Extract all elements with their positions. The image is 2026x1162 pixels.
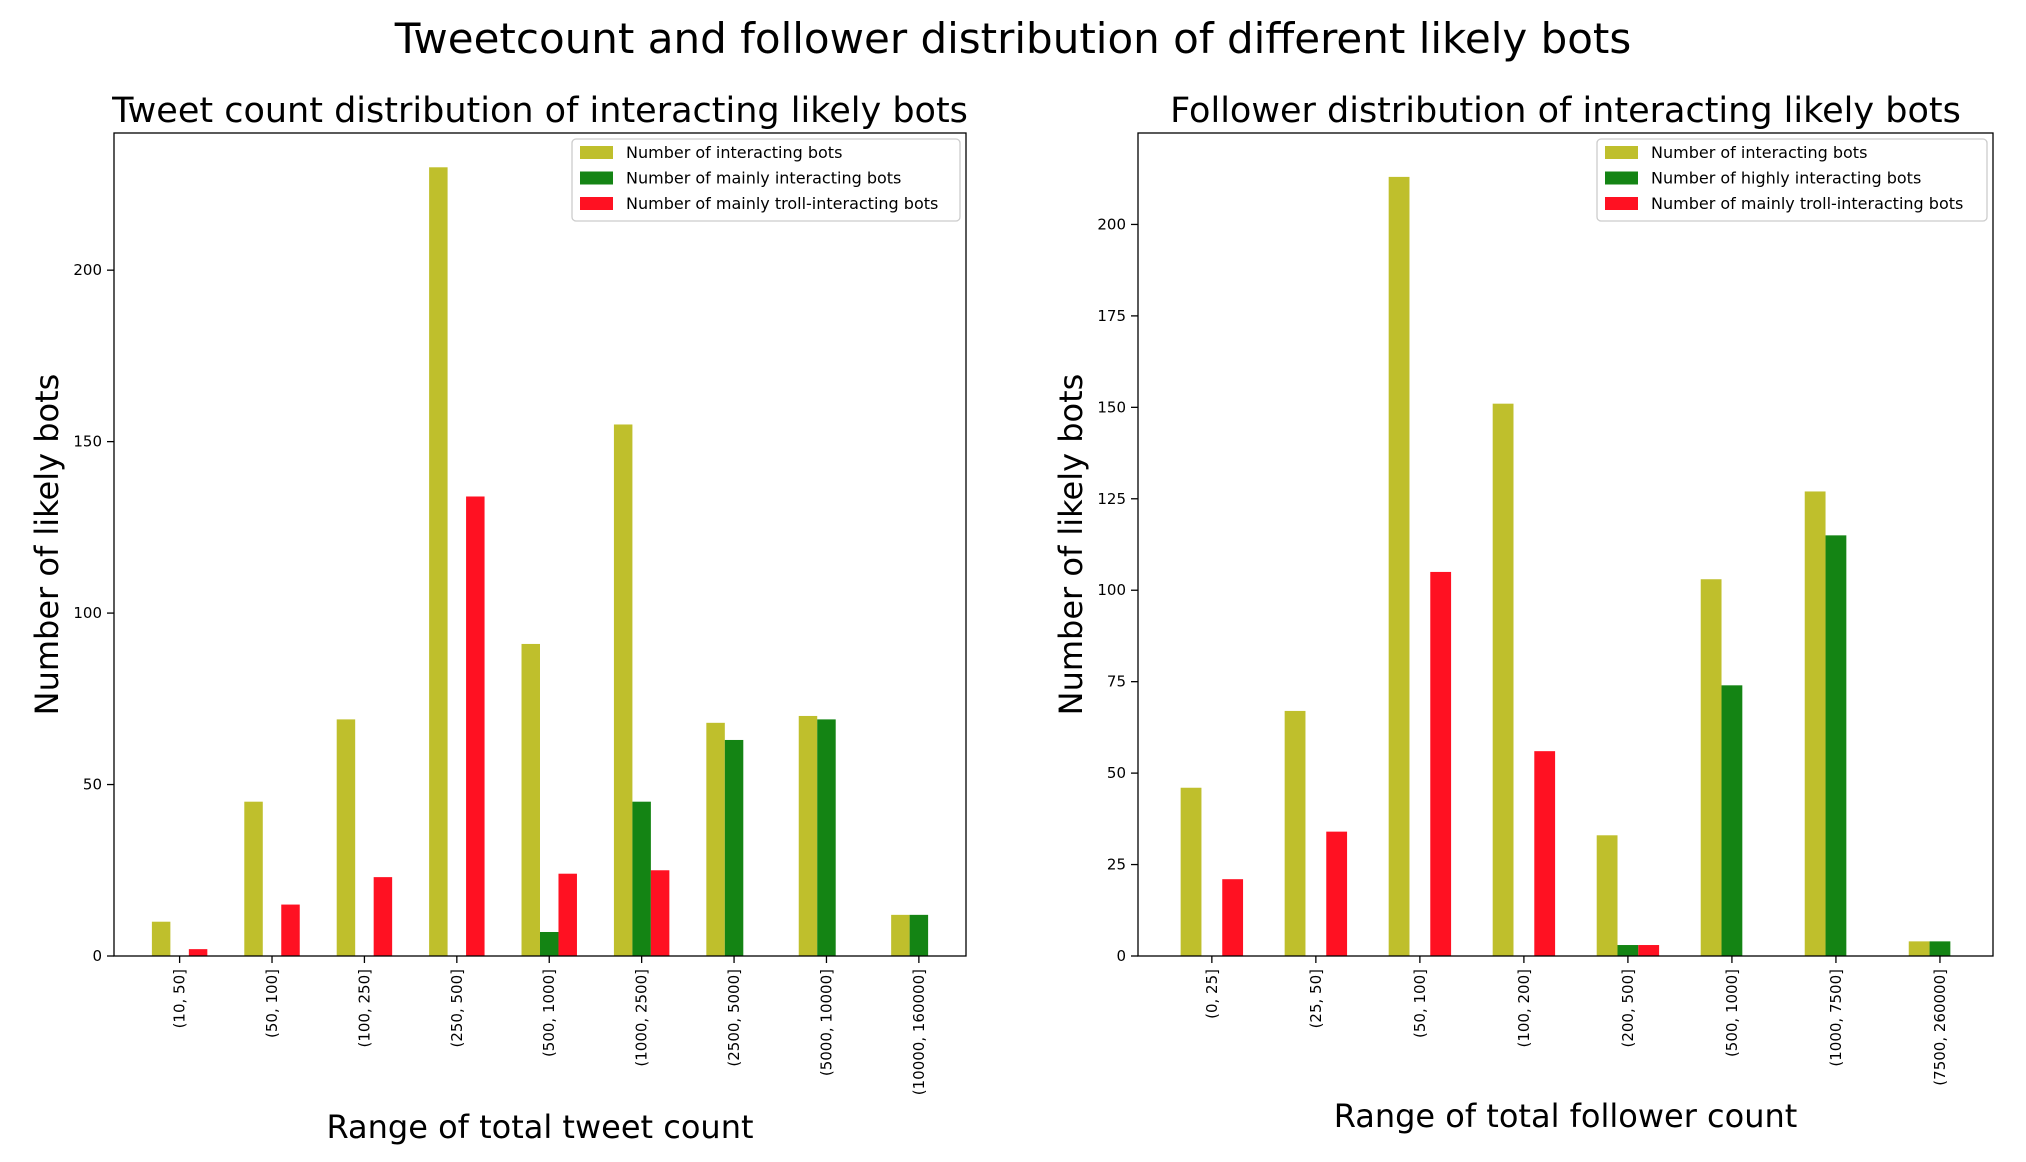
chart-title: Tweet count distribution of interacting …: [111, 91, 968, 131]
x-tick-label: (25, 50]: [1307, 969, 1325, 1028]
bar: [613, 424, 633, 957]
chart-2: Follower distribution of interacting lik…: [1052, 91, 1994, 1135]
legend-swatch: [1605, 146, 1638, 159]
y-tick-label: 0: [1116, 947, 1126, 965]
x-tick-label: (50, 100]: [263, 969, 281, 1038]
bar: [706, 722, 725, 956]
bar: [1180, 787, 1202, 956]
chart-title: Follower distribution of interacting lik…: [1170, 91, 1961, 131]
bar: [1326, 831, 1348, 956]
x-tick-label: (200, 500]: [1619, 969, 1637, 1048]
bar: [1721, 685, 1743, 956]
bar: [244, 801, 263, 956]
bar: [724, 739, 744, 956]
x-tick-label: (500, 1000]: [540, 969, 558, 1057]
bar: [1222, 879, 1244, 956]
y-axis-label: Number of likely bots: [1052, 374, 1090, 716]
bar: [1929, 941, 1951, 956]
bar: [373, 877, 393, 956]
y-tick-label: 0: [92, 947, 102, 965]
x-axis-label: Range of total follower count: [1334, 1097, 1798, 1135]
legend-swatch: [1605, 171, 1638, 185]
bar: [909, 914, 929, 956]
legend-label: Number of mainly interacting bots: [626, 169, 901, 188]
y-tick-label: 150: [1097, 398, 1126, 416]
x-tick-label: (1000, 2500]: [633, 969, 651, 1067]
chart-1: Tweet count distribution of interacting …: [28, 91, 968, 1146]
legend-swatch: [1605, 197, 1638, 210]
bar: [1700, 579, 1722, 956]
bar: [1284, 710, 1306, 956]
bar: [1825, 535, 1847, 956]
x-tick-label: (100, 200]: [1515, 969, 1533, 1048]
x-tick-label: (100, 250]: [355, 969, 373, 1048]
legend-box: [571, 138, 961, 222]
x-axis-label: Range of total tweet count: [326, 1108, 753, 1146]
bar: [1430, 571, 1452, 956]
plot-frame: [1137, 132, 1994, 957]
legend-swatch: [580, 171, 613, 185]
x-tick-label: (2500, 5000]: [725, 969, 743, 1067]
bar: [336, 719, 356, 956]
bar: [632, 801, 651, 956]
bar: [817, 719, 836, 956]
figure-title: Tweetcount and follower distribution of …: [394, 14, 1632, 63]
x-tick-label: (0, 25]: [1203, 969, 1221, 1019]
y-tick-label: 75: [1107, 673, 1126, 691]
bar: [650, 870, 670, 956]
legend: Number of interacting bots Number of main…: [571, 138, 961, 222]
y-tick-label: 50: [1107, 764, 1126, 782]
legend-label: Number of interacting bots: [1651, 143, 1867, 162]
legend-swatch: [580, 146, 613, 159]
y-tick-label: 25: [1107, 856, 1126, 874]
bar: [1617, 945, 1639, 956]
x-tick-label: (1000, 7500]: [1827, 969, 1845, 1067]
bar: [1638, 945, 1660, 956]
plot-frame: [113, 132, 967, 957]
legend-label: Number of interacting bots: [626, 143, 842, 162]
x-tick-label: (50, 100]: [1411, 969, 1429, 1038]
bar: [1596, 835, 1618, 956]
bar: [1534, 751, 1556, 956]
bar: [1908, 941, 1930, 956]
legend: Number of interacting bots Number of high…: [1596, 138, 1988, 222]
bar: [151, 921, 171, 956]
y-tick-label: 200: [73, 261, 102, 279]
x-tick-label: (7500, 260000]: [1931, 969, 1949, 1086]
x-tick-label: (5000, 10000]: [817, 969, 835, 1076]
x-tick-label: (250, 500]: [448, 969, 466, 1048]
y-tick-label: 200: [1097, 215, 1126, 233]
y-tick-label: 125: [1097, 490, 1126, 508]
legend-label: Number of mainly troll-interacting bots: [1651, 194, 1963, 213]
bar: [1804, 491, 1826, 956]
y-tick-label: 150: [73, 433, 102, 451]
bar: [429, 167, 448, 956]
bar: [188, 949, 208, 956]
legend-box: [1596, 138, 1988, 222]
y-axis-label: Number of likely bots: [28, 374, 66, 716]
y-tick-label: 50: [83, 776, 102, 794]
bar: [281, 904, 300, 956]
bar: [798, 715, 818, 956]
x-tick-label: (10000, 160000]: [910, 969, 928, 1095]
bar: [1492, 403, 1514, 957]
x-tick-label: (500, 1000]: [1723, 969, 1741, 1057]
legend-label: Number of highly interacting bots: [1651, 169, 1921, 188]
legend-swatch: [580, 197, 613, 210]
bar: [540, 931, 559, 956]
y-tick-label: 100: [1097, 581, 1126, 599]
bar: [466, 496, 485, 956]
legend-label: Number of mainly troll-interacting bots: [626, 194, 938, 213]
bar: [521, 643, 540, 956]
y-tick-label: 175: [1097, 307, 1126, 325]
bar: [558, 873, 577, 956]
bar: [891, 914, 910, 956]
bar: [1388, 176, 1410, 957]
y-tick-label: 100: [73, 604, 102, 622]
x-tick-label: (10, 50]: [171, 969, 189, 1028]
